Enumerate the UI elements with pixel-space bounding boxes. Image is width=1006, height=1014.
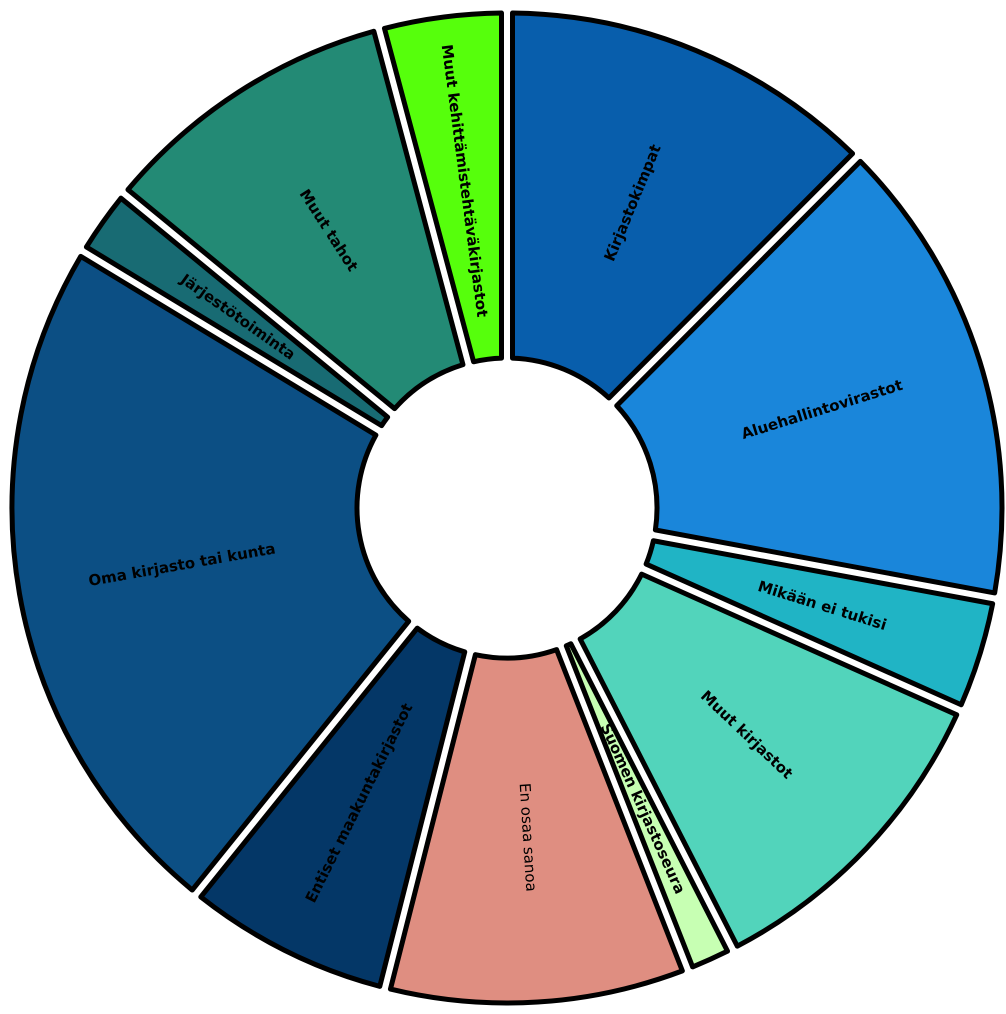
donut-slices [9, 10, 1005, 1006]
slice-muut-kirjastot [577, 571, 960, 949]
slice-aluehallintovirastot [614, 158, 1005, 596]
slice-muut-tahot [125, 28, 466, 412]
slice-en-osaa-sanoa [387, 647, 685, 1006]
slice-muut-kehittamistehtavakirjastot [381, 10, 505, 365]
slice-mikaan-ei-tukisi [643, 538, 996, 708]
slice-entiset-maakuntakirjastot [198, 625, 468, 989]
slice-oma-kirjasto-tai-kunta [9, 253, 412, 893]
slice-jarjestotoiminta [83, 195, 391, 429]
slice-kirjastokimpat [509, 10, 856, 401]
slice-suomen-kirjastoseura [563, 641, 730, 970]
